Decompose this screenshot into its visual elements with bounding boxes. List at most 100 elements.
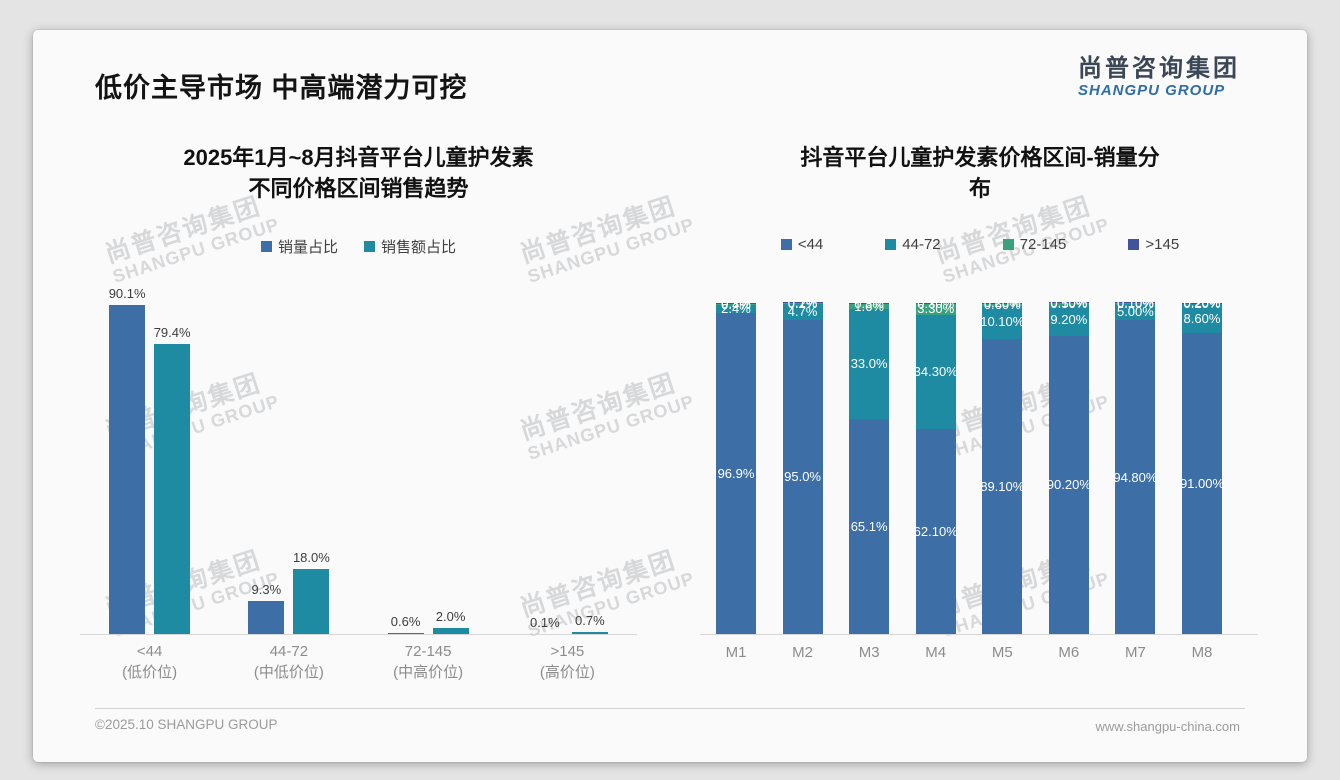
x-axis-label: <44 (低价位) xyxy=(80,641,220,683)
legend-swatch-icon xyxy=(780,239,792,250)
stack-segment-44-72 xyxy=(782,304,823,320)
stack-segment-44-72 xyxy=(716,305,756,314)
stack-segment-label: 33.0% xyxy=(850,356,888,372)
right-chart-legend: <44 44-72 72-145 >145 xyxy=(700,236,1260,253)
stack-segment-<44 xyxy=(915,428,956,635)
stack-segment-label: 0.10% xyxy=(1116,295,1154,311)
stack-segment-72-145 xyxy=(1181,303,1222,305)
stack-segment-label: 0.20% xyxy=(1183,295,1221,311)
stack-segment-label: 65.1% xyxy=(850,518,888,534)
footer-divider xyxy=(95,708,1245,709)
x-axis-line xyxy=(80,634,637,635)
legend-label: 销量占比 xyxy=(277,239,338,256)
stack-segment->145 xyxy=(1181,302,1222,304)
bar-value-label: 9.3% xyxy=(251,581,282,597)
bar-value-label: 79.4% xyxy=(153,325,191,341)
x-axis-label: 44-72 (中低价位) xyxy=(219,641,359,683)
slide: 尚普咨询集团 SHANGPU GROUP 尚普咨询集团 SHANGPU GROUP 尚普… xyxy=(33,30,1307,762)
stack-segment-<44 xyxy=(1048,335,1089,635)
stack-segment->145 xyxy=(915,303,956,304)
x-axis-label: M5 xyxy=(991,644,1013,661)
stack-segment-label: 90.20% xyxy=(1046,477,1091,493)
bar-value-label: 18.0% xyxy=(292,550,330,566)
stack-segment-label: 0.20% xyxy=(1183,296,1221,311)
left-chart-title-line2: 不同价格区间销售趋势 xyxy=(248,176,469,201)
stack-segment->145 xyxy=(849,303,890,304)
stack-segment-label: 4.7% xyxy=(787,303,818,319)
stack-segment-label: 5.00% xyxy=(1116,303,1154,319)
bar-销售额占比-<44 xyxy=(154,344,191,635)
bar-销量占比-44-72 xyxy=(248,600,285,635)
bar-value-label: 0.6% xyxy=(390,613,421,629)
stack-segment-<44 xyxy=(1115,320,1156,635)
right-chart-title-line1: 抖音平台儿童护发素价格区间-销量分 xyxy=(800,145,1160,170)
x-axis-label: M4 xyxy=(925,644,947,661)
bar-销售额占比-44-72 xyxy=(293,569,330,635)
stack-segment-label: 10.10% xyxy=(980,314,1025,330)
stack-segment-<44 xyxy=(982,339,1023,635)
stack-segment-72-145 xyxy=(982,303,1023,306)
right-chart-plot: 96.9% 2.4% 0.4% 0.3% M1 95.0% 4.7% 0.2% 0.1% M2 65… xyxy=(700,295,1258,661)
stack-segment-72-145 xyxy=(849,304,890,310)
stack-segment-44-72 xyxy=(982,305,1023,340)
stack-segment-72-145 xyxy=(915,304,956,315)
bar-销售额占比-72-145 xyxy=(432,627,469,635)
left-chart-legend: 销量占比 销售额占比 xyxy=(80,236,637,257)
stack-segment->145 xyxy=(982,302,1023,304)
stack-segment->145 xyxy=(1048,302,1089,304)
stack-segment-label: 1.6% xyxy=(854,298,884,314)
stack-segment-label: 8.60% xyxy=(1183,310,1221,326)
stack-segment-label: 2.4% xyxy=(721,301,751,317)
footer-copyright: ©2025.10 SHANGPU GROUP xyxy=(95,717,278,732)
stack-segment-label: 0.4% xyxy=(721,296,751,312)
stack-segment-44-72 xyxy=(915,314,956,429)
stack-segment-label: 0.10% xyxy=(1116,295,1154,311)
x-axis-label: M6 xyxy=(1058,644,1080,661)
stack-segment-label: 89.10% xyxy=(980,479,1025,495)
bar-销量占比-72-145 xyxy=(387,632,424,635)
x-axis-label-line2: (低价位) xyxy=(122,664,178,681)
stack-segment->145 xyxy=(1115,302,1156,304)
x-axis-label-line2: (高价位) xyxy=(539,664,595,681)
right-chart-title: 抖音平台儿童护发素价格区间-销量分 布 xyxy=(700,142,1260,204)
x-axis-label-line1: 44-72 xyxy=(269,643,309,660)
stack-segment->145 xyxy=(782,302,823,304)
stack-segment-label: 0.3% xyxy=(721,295,751,311)
legend-item: 销售额占比 xyxy=(364,236,456,257)
legend-swatch-icon xyxy=(1128,239,1140,250)
legend-label: >145 xyxy=(1145,236,1180,253)
stack-segment-44-72 xyxy=(849,309,890,419)
legend-swatch-icon xyxy=(885,239,897,250)
stack-segment->145 xyxy=(716,303,756,304)
x-axis-label: M1 xyxy=(725,644,747,661)
stack-segment-label: 91.00% xyxy=(1179,475,1225,491)
stack-segment-label: 0.50% xyxy=(1050,296,1088,312)
x-axis-label-line1: 72-145 xyxy=(404,643,452,660)
bar-销售额占比->145 xyxy=(571,632,608,635)
stack-segment-label: 0.60% xyxy=(983,296,1021,312)
stack-segment-<44 xyxy=(782,319,823,635)
legend-swatch-icon xyxy=(364,241,375,252)
left-chart-title-line1: 2025年1月~8月抖音平台儿童护发素 xyxy=(183,145,534,170)
stack-segment-label: 9.20% xyxy=(1050,312,1088,328)
stack-segment-44-72 xyxy=(1181,304,1222,333)
stack-segment-72-145 xyxy=(1048,303,1089,305)
legend-label: 销售额占比 xyxy=(381,239,457,256)
x-axis-label-line1: >145 xyxy=(550,643,585,660)
x-axis-label: M8 xyxy=(1191,644,1213,661)
legend-swatch-icon xyxy=(1002,239,1014,250)
stack-segment-72-145 xyxy=(782,303,823,304)
x-axis-label: M2 xyxy=(792,644,813,661)
legend-label: <44 xyxy=(797,236,824,253)
legend-label: 44-72 xyxy=(902,236,941,253)
x-axis-label-line2: (中高价位) xyxy=(393,664,464,681)
stack-segment-<44 xyxy=(1181,332,1222,635)
stack-segment-label: 0.1% xyxy=(787,295,818,311)
stack-segment-label: 0.30% xyxy=(917,295,955,311)
x-axis-label-line1: <44 xyxy=(136,643,163,660)
legend-item: 44-72 xyxy=(885,236,941,253)
left-chart-title: 2025年1月~8月抖音平台儿童护发素 不同价格区间销售趋势 xyxy=(80,142,637,204)
stack-segment-label: 96.9% xyxy=(717,466,755,482)
stack-segment-label: 95.0% xyxy=(784,469,821,485)
